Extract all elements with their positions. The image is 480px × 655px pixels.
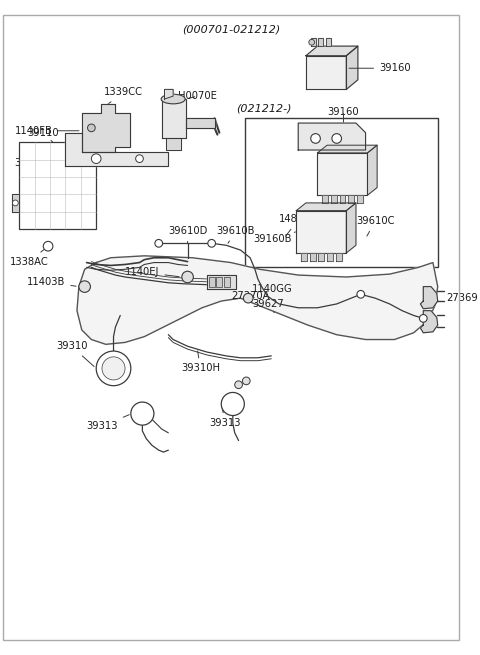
Text: 39310: 39310 xyxy=(56,341,94,367)
Bar xyxy=(216,277,222,287)
Circle shape xyxy=(309,39,314,45)
Text: 39610D: 39610D xyxy=(168,226,207,243)
Circle shape xyxy=(12,200,18,206)
Circle shape xyxy=(311,134,320,143)
Polygon shape xyxy=(162,99,186,138)
Text: (021212-): (021212-) xyxy=(236,103,291,113)
Circle shape xyxy=(91,154,101,164)
Bar xyxy=(224,277,230,287)
Text: 39610C: 39610C xyxy=(356,216,395,236)
Bar xyxy=(245,119,438,267)
Polygon shape xyxy=(165,89,173,99)
Ellipse shape xyxy=(161,94,185,104)
Circle shape xyxy=(235,381,242,388)
Text: 11403B: 11403B xyxy=(27,277,76,287)
Circle shape xyxy=(79,281,90,292)
Text: 39110: 39110 xyxy=(27,128,59,142)
Circle shape xyxy=(136,155,144,162)
Polygon shape xyxy=(311,39,315,46)
Polygon shape xyxy=(420,287,438,309)
Polygon shape xyxy=(327,253,333,261)
Text: 39160B: 39160B xyxy=(253,232,296,244)
Polygon shape xyxy=(317,145,377,153)
Polygon shape xyxy=(420,310,438,333)
Polygon shape xyxy=(167,138,181,150)
Text: H0070E: H0070E xyxy=(178,91,217,101)
Polygon shape xyxy=(347,203,356,253)
Circle shape xyxy=(182,271,193,283)
Polygon shape xyxy=(82,104,130,152)
Text: 1489AA: 1489AA xyxy=(279,214,318,236)
Text: 1338AC: 1338AC xyxy=(10,248,48,267)
Text: 39313: 39313 xyxy=(86,415,129,431)
Circle shape xyxy=(43,242,53,251)
Polygon shape xyxy=(318,39,323,46)
Bar xyxy=(209,277,215,287)
Circle shape xyxy=(87,124,95,132)
Polygon shape xyxy=(317,153,368,195)
Text: 27370A: 27370A xyxy=(224,290,269,301)
Polygon shape xyxy=(322,195,328,203)
Text: 1140FB: 1140FB xyxy=(14,126,79,136)
Polygon shape xyxy=(207,275,236,289)
Polygon shape xyxy=(368,145,377,195)
Polygon shape xyxy=(296,211,347,253)
Text: 39310H: 39310H xyxy=(181,351,220,373)
Text: 39160: 39160 xyxy=(349,64,411,73)
Polygon shape xyxy=(306,56,347,89)
Polygon shape xyxy=(186,119,215,128)
Polygon shape xyxy=(357,195,363,203)
Text: 1339CC: 1339CC xyxy=(104,87,143,104)
Polygon shape xyxy=(298,123,366,150)
Circle shape xyxy=(208,240,216,247)
Text: 1140EJ: 1140EJ xyxy=(125,267,179,277)
Circle shape xyxy=(96,351,131,386)
Circle shape xyxy=(357,290,365,298)
Polygon shape xyxy=(306,46,358,56)
Polygon shape xyxy=(339,195,346,203)
Circle shape xyxy=(420,314,427,322)
Text: 33092: 33092 xyxy=(14,159,63,168)
Circle shape xyxy=(131,402,154,425)
Text: 39160: 39160 xyxy=(327,107,359,117)
Text: 1140GG: 1140GG xyxy=(252,284,293,298)
Polygon shape xyxy=(348,195,354,203)
Circle shape xyxy=(332,134,341,143)
Polygon shape xyxy=(347,46,358,89)
Polygon shape xyxy=(326,39,331,46)
Circle shape xyxy=(102,357,125,380)
Text: 39610B: 39610B xyxy=(216,226,255,243)
Circle shape xyxy=(221,392,244,415)
Text: 27369: 27369 xyxy=(446,293,478,303)
Polygon shape xyxy=(65,133,168,166)
Text: 39313: 39313 xyxy=(210,407,241,428)
Bar xyxy=(19,142,96,229)
Circle shape xyxy=(243,293,253,303)
Polygon shape xyxy=(310,253,315,261)
Circle shape xyxy=(242,377,250,384)
Circle shape xyxy=(155,240,163,247)
Polygon shape xyxy=(331,195,336,203)
Polygon shape xyxy=(301,253,307,261)
Polygon shape xyxy=(77,256,438,345)
Text: 39627: 39627 xyxy=(252,299,284,312)
Polygon shape xyxy=(336,253,341,261)
Polygon shape xyxy=(296,203,356,211)
Polygon shape xyxy=(318,253,324,261)
Polygon shape xyxy=(12,195,19,212)
Text: (000701-021212): (000701-021212) xyxy=(182,25,280,35)
